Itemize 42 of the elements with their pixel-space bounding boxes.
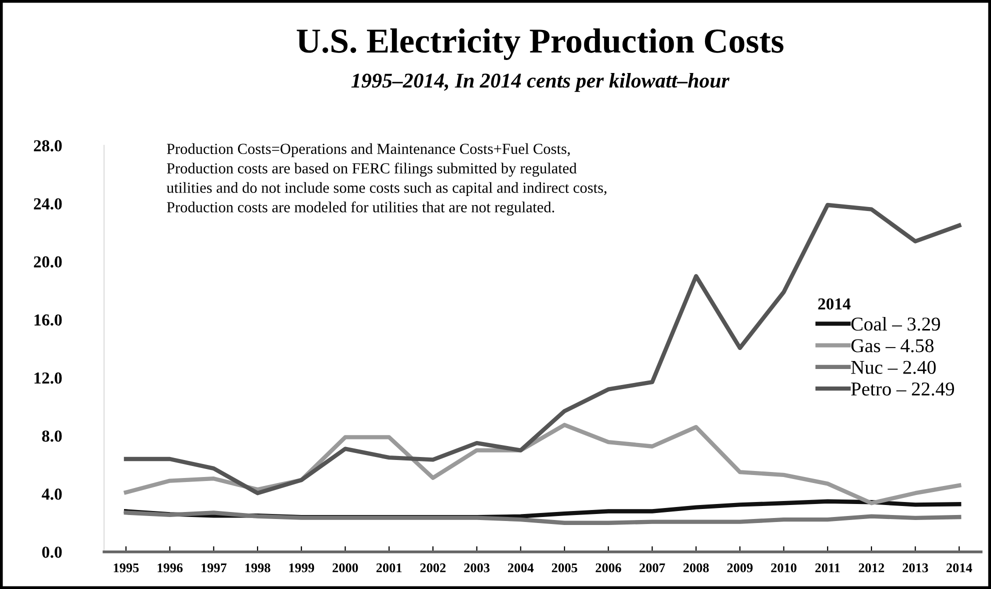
x-tick-label: 2011 — [815, 563, 840, 572]
line-series — [124, 202, 962, 496]
x-tick-label: 2013 — [902, 563, 928, 572]
legend-label: Nuc – 2.40 — [851, 360, 936, 374]
y-tick-label: 20.0 — [34, 256, 62, 268]
x-tick-label: 2000 — [332, 563, 358, 572]
y-tick-label: 12.0 — [34, 372, 62, 384]
x-tick-label: 2002 — [420, 563, 446, 572]
x-tick-label: 2001 — [376, 563, 402, 572]
annotation: Production Costs=Operations and Maintenance Costs+Fuel Costs, — [166, 143, 570, 158]
x-tick-label: 1995 — [114, 563, 139, 572]
x-tick-label: 1999 — [289, 563, 314, 572]
chart-title: U.S. Electricity Production Costs — [296, 28, 784, 60]
legend-label: Gas – 4.58 — [851, 339, 934, 352]
x-tick-label: 2012 — [858, 563, 884, 572]
x-tick-label: 2005 — [552, 563, 578, 572]
x-tick-label: 2003 — [464, 563, 490, 572]
x-tick-label: 2009 — [727, 563, 753, 572]
x-tick-label: 2006 — [596, 563, 622, 572]
x-tick-label: 2004 — [508, 563, 534, 572]
legend-title: 2014 — [818, 298, 851, 310]
line-series — [124, 510, 962, 525]
y-tick-label: 28.0 — [34, 140, 62, 152]
chart-subtitle: 1995–2014, In 2014 cents per kilowatt–hour — [351, 73, 730, 92]
y-tick-label: 0.0 — [42, 546, 62, 558]
x-tick-label: 2010 — [771, 563, 796, 572]
x-tick-label: 1997 — [202, 563, 227, 572]
annotation: Production costs are based on FERC filings submitted by regulated — [166, 162, 577, 177]
y-tick-label: 24.0 — [34, 198, 62, 210]
legend-label: Coal – 3.29 — [851, 316, 940, 331]
x-tick-label: 1998 — [245, 563, 270, 572]
x-tick-label: 2007 — [640, 563, 666, 572]
legend-label: Petro – 22.49 — [851, 382, 954, 396]
x-tick-label: 2008 — [683, 563, 709, 572]
annotation: utilities and do not include some costs such as capital and indirect costs, — [166, 182, 606, 196]
annotation: Production costs are modeled for utilities that are not regulated. — [166, 201, 554, 216]
line-series — [124, 422, 962, 506]
y-tick-label: 16.0 — [34, 314, 62, 326]
y-tick-label: 8.0 — [42, 430, 62, 442]
x-tick-label: 2014 — [946, 563, 972, 572]
y-tick-label: 4.0 — [42, 488, 62, 500]
x-tick-label: 1996 — [158, 563, 183, 572]
